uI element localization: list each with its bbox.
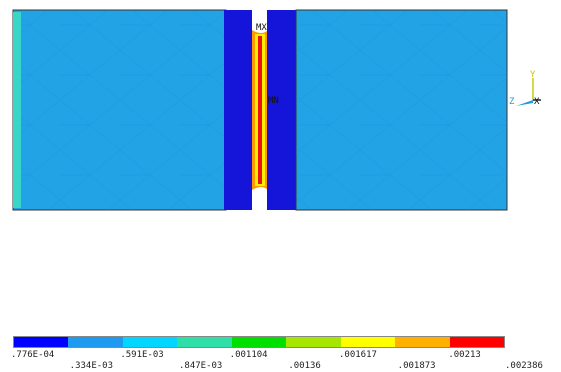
legend-swatch — [340, 337, 396, 347]
legend-label-top: .001104 — [229, 350, 268, 360]
legend-swatch — [395, 337, 450, 347]
legend-label-bottom: .001873 — [397, 361, 436, 371]
legend-label-top: .776E-04 — [11, 350, 55, 360]
legend-swatch — [286, 337, 341, 347]
legend-swatch — [449, 337, 504, 347]
legend-label-bottom: .334E-03 — [69, 361, 114, 371]
triad-y-label: Y — [530, 70, 536, 80]
legend-label-top: .591E-03 — [120, 350, 164, 360]
triad-x-label: X — [534, 97, 540, 107]
right-dark-band — [267, 10, 297, 210]
legend-label-bottom: .847E-03 — [179, 361, 223, 371]
legend-swatch — [122, 337, 178, 347]
legend-label-bottom: .002386 — [505, 361, 543, 371]
legend-label-bottom: .00136 — [288, 361, 321, 371]
legend-label-top: .00213 — [448, 350, 481, 360]
legend-swatch — [177, 337, 232, 347]
max-marker: MX — [256, 23, 267, 33]
legend-swatch — [14, 337, 69, 347]
neck-region — [252, 10, 268, 210]
left-body — [12, 9, 227, 211]
min-marker: MN — [268, 96, 279, 106]
axis-triad: Y Z X — [509, 70, 541, 107]
legend-swatch — [68, 337, 123, 347]
triad-z-label: Z — [509, 97, 515, 107]
legend-swatch — [231, 337, 287, 347]
legend-label-top: .001617 — [339, 350, 377, 360]
legend-colorbar — [13, 336, 505, 348]
right-body — [295, 9, 508, 211]
left-dark-band — [224, 10, 252, 210]
